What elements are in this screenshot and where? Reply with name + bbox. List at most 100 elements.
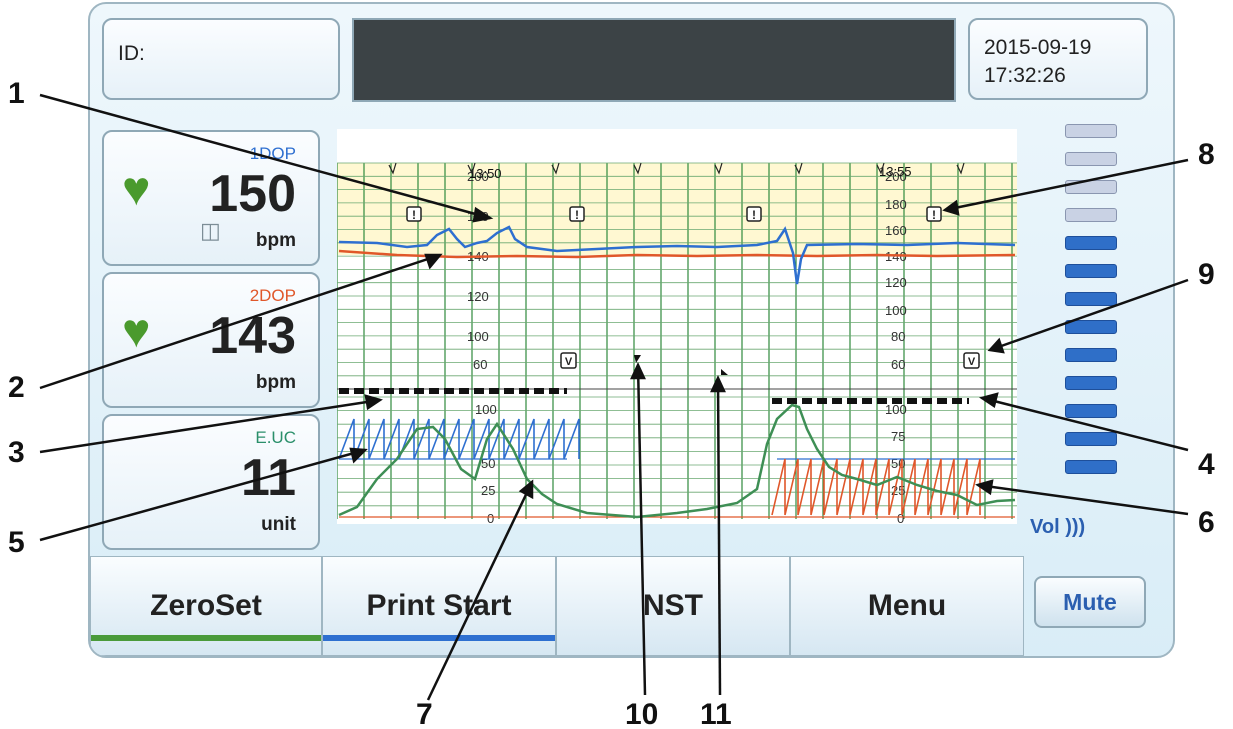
alert-mark: ! — [575, 208, 579, 222]
volume-segment — [1065, 264, 1117, 278]
callout-9: 9 — [1198, 258, 1215, 291]
heart-icon: ♥ — [122, 305, 151, 358]
fhr2-unit: bpm — [255, 372, 296, 393]
id-label: ID: — [118, 42, 145, 65]
alert-mark: ! — [412, 208, 416, 222]
uc-unit: unit — [261, 514, 296, 535]
fhr1-source: 1DOP — [249, 144, 296, 163]
uc-tick: 100 — [885, 402, 907, 417]
volume-label: Vol ))) — [1030, 516, 1086, 538]
zeroset-label: ZeroSet — [150, 589, 262, 622]
callout-1: 1 — [8, 77, 25, 110]
fhr-tick: 100 — [885, 303, 907, 318]
uc-tick: 75 — [891, 429, 905, 444]
volume-segment — [1065, 208, 1117, 222]
volume-segment — [1065, 236, 1117, 250]
callout-3: 3 — [8, 436, 25, 469]
event-mark: V — [565, 356, 573, 368]
uc-sawtooth-blue — [338, 418, 580, 460]
event-marker-icon — [560, 352, 577, 369]
uc-panel[interactable]: E.UC 11 unit — [102, 414, 320, 550]
callout-7: 7 — [416, 698, 433, 729]
fhr-tick: 80 — [891, 329, 905, 344]
fhr-normal-band — [337, 163, 1017, 255]
alert-mark: ! — [752, 208, 756, 222]
trend-chart: 200 180 140 120 100 60 200 180 160 140 1… — [337, 129, 1017, 524]
uc-tick: 50 — [481, 456, 495, 471]
volume-segment — [1065, 376, 1117, 390]
callout-10: 10 — [625, 698, 658, 729]
volume-segment — [1065, 180, 1117, 194]
fhr1-unit: bpm — [255, 230, 296, 251]
message-banner — [352, 18, 956, 102]
alert-marker-icon — [926, 206, 942, 222]
zeroset-button[interactable]: ZeroSet — [90, 556, 322, 656]
datetime-display: 2015-09-19 17:32:26 — [968, 18, 1148, 100]
fhr-tick: 120 — [885, 275, 907, 290]
uc-tick: 100 — [475, 402, 497, 417]
uc-value: 11 — [241, 449, 296, 507]
fhr-tick: 120 — [467, 289, 489, 304]
volume-segment — [1065, 152, 1117, 166]
callout-6: 6 — [1198, 506, 1215, 539]
uc-tick: 25 — [481, 483, 495, 498]
uc-sawtooth-orange — [771, 458, 981, 516]
menu-label: Menu — [867, 589, 947, 622]
print-start-button[interactable]: Print Start — [322, 556, 556, 656]
nst-button[interactable]: NST — [556, 556, 790, 656]
callout-5: 5 — [8, 526, 25, 559]
uc-source: E.UC — [255, 428, 296, 447]
fhr2-value: 143 — [209, 307, 296, 365]
mark-11-icon — [721, 369, 728, 375]
fhr-tick: 200 — [885, 169, 907, 184]
fhr-tick: 60 — [473, 357, 487, 372]
mute-button[interactable]: Mute — [1034, 576, 1146, 628]
volume-level-bar[interactable] — [1065, 124, 1125, 544]
volume-icon: ))) — [1065, 516, 1086, 538]
fhr-tick: 100 — [467, 329, 489, 344]
fhr1-panel[interactable]: ♥ 1DOP 150 ◫ bpm — [102, 130, 320, 266]
volume-segment — [1065, 432, 1117, 446]
volume-segment — [1065, 460, 1117, 474]
timestamp-right: 13:55 — [879, 164, 912, 179]
volume-segment — [1065, 348, 1117, 362]
speaker-icon: ◫ — [200, 218, 221, 243]
menu-button[interactable]: Menu — [790, 556, 1024, 656]
volume-segment — [1065, 292, 1117, 306]
volume-segment — [1065, 124, 1117, 138]
alert-mark: ! — [932, 208, 936, 222]
monitor-screen: ID: 2015-09-19 17:32:26 ♥ 1DOP 150 ◫ bpm… — [88, 2, 1175, 658]
callout-8: 8 — [1198, 138, 1215, 171]
fhr-scale-right: 200 180 160 140 120 100 80 60 — [885, 169, 907, 372]
print-start-underline — [323, 635, 555, 641]
nst-label: NST — [643, 589, 703, 622]
volume-segment — [1065, 404, 1117, 418]
event-markers: V V — [560, 352, 980, 369]
fhr1-value: 150 — [209, 165, 296, 223]
callout-4: 4 — [1198, 448, 1215, 481]
fhr-tick: 60 — [891, 357, 905, 372]
fhr1-trace — [338, 225, 1016, 285]
alert-marker-icon — [569, 206, 585, 222]
patient-id-field[interactable]: ID: — [102, 18, 340, 100]
event-marker-icon — [963, 352, 980, 369]
zeroset-underline — [91, 635, 321, 641]
date-text: 2015-09-19 — [984, 36, 1092, 59]
mute-label: Mute — [1063, 588, 1117, 615]
print-start-label: Print Start — [366, 589, 512, 622]
fhr-tick: 160 — [885, 223, 907, 238]
fhr-tick: 180 — [467, 209, 489, 224]
time-text: 17:32:26 — [984, 64, 1066, 87]
event-mark: V — [968, 356, 976, 368]
heart-icon: ♥ — [122, 163, 151, 216]
fhr2-panel[interactable]: ♥ 2DOP 143 bpm — [102, 272, 320, 408]
uc-tick: 50 — [891, 456, 905, 471]
alert-marker-icon — [746, 206, 762, 222]
chart-grid — [337, 162, 1017, 519]
mark-10-icon — [634, 355, 641, 363]
uc-trace — [338, 403, 1016, 519]
fhr2-source: 2DOP — [249, 286, 296, 305]
fhr-tick: 180 — [885, 197, 907, 212]
callout-2: 2 — [8, 371, 25, 404]
callout-11: 11 — [700, 698, 732, 729]
